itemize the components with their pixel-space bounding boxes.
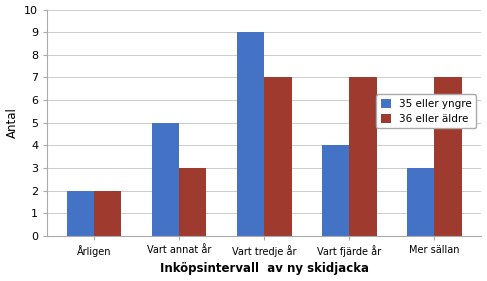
Bar <box>434 78 462 236</box>
Bar <box>94 191 121 236</box>
X-axis label: Inköpsintervall  av ny skidjacka: Inköpsintervall av ny skidjacka <box>160 262 369 275</box>
Bar <box>67 191 94 236</box>
Bar <box>322 145 349 236</box>
Bar <box>264 78 292 236</box>
Bar <box>179 168 206 236</box>
Bar <box>349 78 376 236</box>
Bar <box>407 168 434 236</box>
Bar <box>237 32 264 236</box>
Legend: 35 eller yngre, 36 eller äldre: 35 eller yngre, 36 eller äldre <box>376 94 476 128</box>
Y-axis label: Antal: Antal <box>5 107 19 138</box>
Bar <box>152 123 179 236</box>
